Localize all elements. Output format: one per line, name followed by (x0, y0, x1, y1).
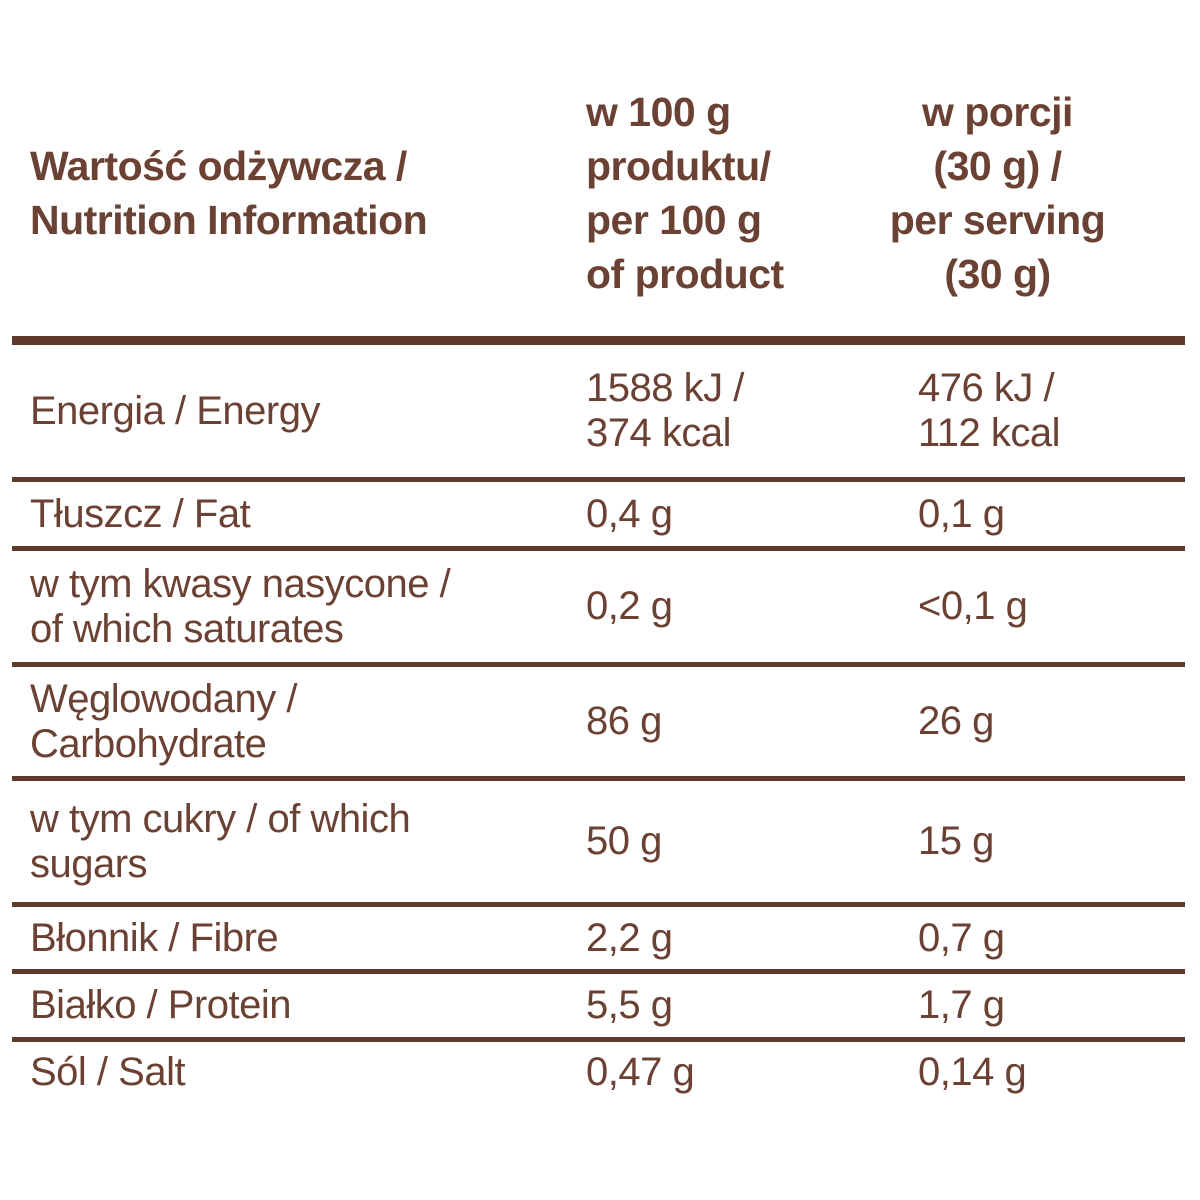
table-row: Białko / Protein 5,5 g 1,7 g (12, 974, 1185, 1042)
row-value-serving: 15 g (918, 819, 994, 864)
table-header-row: Wartość odżywcza / Nutrition Information… (12, 0, 1185, 345)
row-label: Energia / Energy (30, 388, 320, 433)
row-label: w tym cukry / of which sugars (30, 796, 411, 886)
row-value-per100: 5,5 g (586, 983, 673, 1028)
row-value-per100: 86 g (586, 699, 662, 744)
row-value-serving: 0,7 g (918, 915, 1005, 960)
row-value-serving: 26 g (918, 699, 994, 744)
row-value-serving: <0,1 g (918, 584, 1028, 629)
row-value-per100: 0,4 g (586, 491, 673, 536)
row-label: Sól / Salt (30, 1050, 186, 1094)
row-value-per100: 0,2 g (586, 584, 673, 629)
row-value-per100: 2,2 g (586, 915, 673, 960)
row-label: Białko / Protein (30, 983, 292, 1028)
table-row: w tym cukry / of which sugars 50 g 15 g (12, 781, 1185, 907)
table-row: Sól / Salt 0,47 g 0,14 g (12, 1042, 1185, 1142)
nutrition-table: Wartość odżywcza / Nutrition Information… (12, 0, 1185, 1142)
row-value-serving: 0,1 g (918, 491, 1005, 536)
row-value-per100: 1588 kJ / 374 kcal (586, 366, 744, 455)
table-row: Tłuszcz / Fat 0,4 g 0,1 g (12, 482, 1185, 551)
row-label: w tym kwasy nasycone / of which saturate… (30, 561, 451, 651)
row-value-per100: 50 g (586, 819, 662, 864)
header-per-100g: w 100 g produktu/ per 100 g of product (586, 88, 784, 298)
table-body: Energia / Energy 1588 kJ / 374 kcal 476 … (12, 345, 1185, 1142)
header-per-serving: w porcji (30 g) / per serving (30 g) (889, 88, 1106, 298)
table-row: w tym kwasy nasycone / of which saturate… (12, 551, 1185, 667)
row-label: Węglowodany / Carbohydrate (30, 676, 297, 766)
row-value-serving: 0,14 g (918, 1050, 1027, 1094)
table-row: Błonnik / Fibre 2,2 g 0,7 g (12, 907, 1185, 974)
row-value-serving: 1,7 g (918, 983, 1005, 1028)
row-value-per100: 0,47 g (586, 1050, 695, 1094)
row-value-serving: 476 kJ / 112 kcal (918, 366, 1061, 455)
header-nutrition-information: Wartość odżywcza / Nutrition Information (30, 142, 428, 243)
table-row: Węglowodany / Carbohydrate 86 g 26 g (12, 667, 1185, 781)
row-label: Tłuszcz / Fat (30, 491, 251, 536)
table-row: Energia / Energy 1588 kJ / 374 kcal 476 … (12, 345, 1185, 482)
row-label: Błonnik / Fibre (30, 915, 279, 960)
